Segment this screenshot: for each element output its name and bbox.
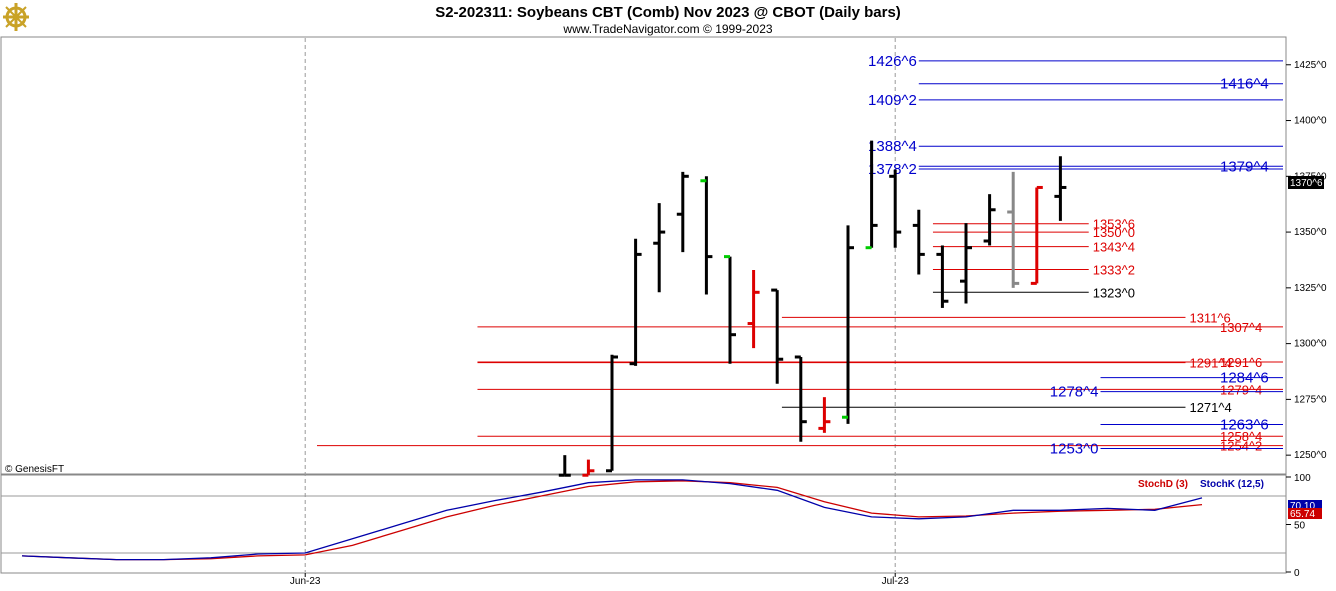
stochD-legend: StochD (3) bbox=[1138, 479, 1188, 490]
ohlc-bars bbox=[558, 140, 1067, 477]
level-label: 1253^0 bbox=[1050, 440, 1099, 457]
stochD-value-tag-bg bbox=[1288, 508, 1322, 519]
level-label: 1350^0 bbox=[1093, 225, 1135, 240]
stoch-tick-label: 100 bbox=[1294, 473, 1311, 484]
watermark: © GenesisFT bbox=[5, 464, 64, 475]
date-tick-label: Jul-23 bbox=[882, 576, 910, 587]
price-tick-label: 1425^0 bbox=[1294, 60, 1327, 71]
level-label: 1254^2 bbox=[1220, 439, 1262, 454]
vertical-gridlines bbox=[304, 38, 896, 572]
level-label: 1284^6 bbox=[1220, 370, 1269, 387]
level-label: 1379^4 bbox=[1220, 158, 1269, 175]
level-label: 1416^4 bbox=[1220, 76, 1269, 93]
price-tick-label: 1250^0 bbox=[1294, 450, 1327, 461]
level-label: 1271^4 bbox=[1189, 400, 1231, 415]
chart-title: S2-202311: Soybeans CBT (Comb) Nov 2023 … bbox=[435, 4, 901, 21]
level-label: 1343^4 bbox=[1093, 240, 1135, 255]
level-label: 1323^0 bbox=[1093, 285, 1135, 300]
price-panel-frame bbox=[0, 36, 1287, 475]
level-label: 1263^6 bbox=[1220, 416, 1269, 433]
stoch-tick-label: 0 bbox=[1294, 568, 1300, 579]
level-label: 1333^2 bbox=[1093, 262, 1135, 277]
last-price-tag-bg bbox=[1288, 176, 1324, 189]
level-label: 1258^4 bbox=[1220, 429, 1262, 444]
logo-icon bbox=[3, 3, 29, 31]
price-axis: 1250^01275^01300^01325^01350^01375^01400… bbox=[1286, 60, 1327, 461]
support-resistance-levels: 1426^6 1416^4 1409^2 1388^4 1378^2 1379^4 1353… bbox=[317, 53, 1283, 457]
price-tick-label: 1275^0 bbox=[1294, 394, 1327, 405]
level-label: 1307^4 bbox=[1220, 320, 1262, 335]
level-label: 1291^6 bbox=[1220, 355, 1262, 370]
stochD-value-tag: 65.74 bbox=[1290, 509, 1315, 520]
price-tick-label: 1300^0 bbox=[1294, 339, 1327, 350]
stochK-value-tag-bg bbox=[1288, 500, 1322, 511]
price-tick-label: 1400^0 bbox=[1294, 116, 1327, 127]
date-tick-label: Jun-23 bbox=[290, 576, 321, 587]
stochD-line bbox=[21, 480, 1203, 561]
stochK-value-tag: 70.10 bbox=[1290, 501, 1315, 512]
level-label: 1353^6 bbox=[1093, 217, 1135, 232]
stochK-line bbox=[21, 479, 1203, 561]
level-label: 1279^4 bbox=[1220, 382, 1262, 397]
last-price-tag: 1370^6 bbox=[1290, 178, 1323, 189]
level-label: 1388^4 bbox=[868, 138, 917, 155]
level-label: 1291^4 bbox=[1189, 356, 1231, 371]
stoch-tick-label: 50 bbox=[1294, 521, 1306, 532]
level-label: 1278^4 bbox=[1050, 384, 1099, 401]
level-label: 1409^2 bbox=[868, 92, 917, 109]
level-label: 1378^2 bbox=[868, 161, 917, 178]
stochK-legend: StochK (12,5) bbox=[1200, 479, 1264, 490]
level-label: 1311^6 bbox=[1189, 310, 1230, 325]
price-tick-label: 1325^0 bbox=[1294, 283, 1327, 294]
level-label: 1426^6 bbox=[868, 53, 917, 70]
price-tick-label: 1350^0 bbox=[1294, 227, 1327, 238]
chart-subtitle: www.TradeNavigator.com © 1999-2023 bbox=[562, 22, 772, 36]
